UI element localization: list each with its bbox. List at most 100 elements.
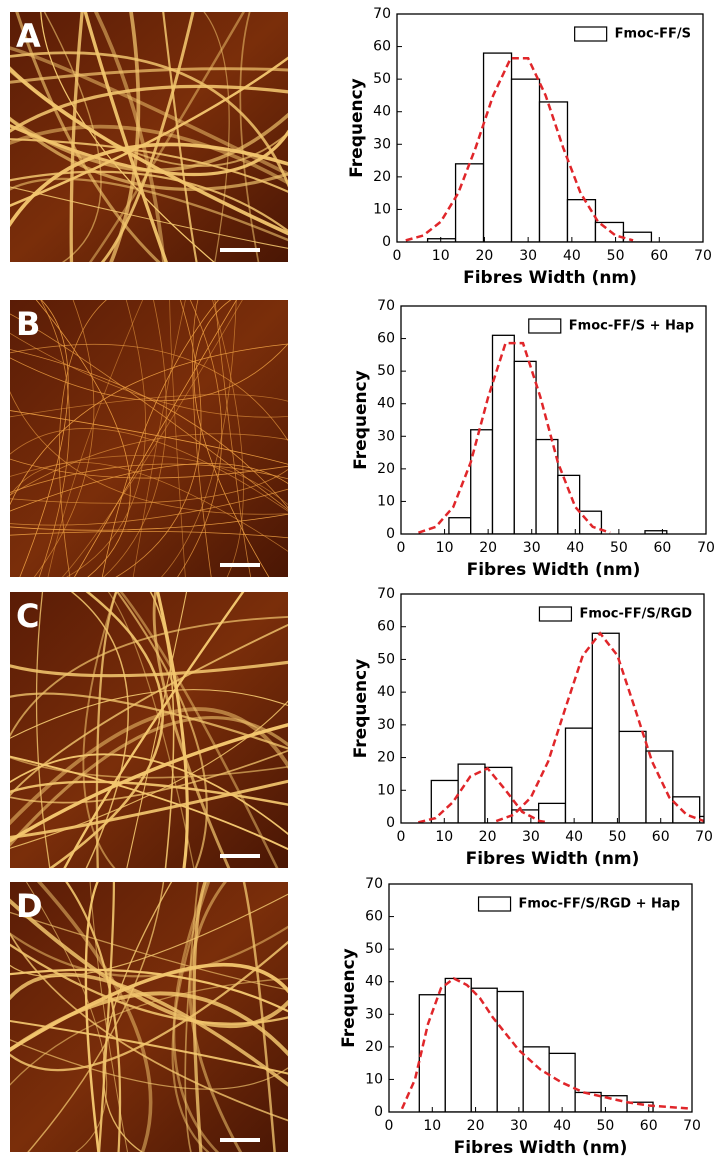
x-tick-label: 70 [695,829,713,845]
y-tick-label: 60 [377,331,395,347]
bar [673,797,700,823]
y-axis-title: Frequency [339,948,359,1048]
x-tick-label: 30 [519,248,537,264]
y-tick-label: 0 [386,815,395,831]
x-tick-label: 70 [683,1118,701,1134]
y-tick-label: 60 [373,39,391,55]
y-tick-label: 30 [377,717,395,733]
x-axis-title: Fibres Width (nm) [467,560,641,580]
bar [565,728,592,823]
x-tick-label: 0 [393,248,402,264]
bar [471,430,493,534]
legend-label: Fmoc-FF/S + Hap [569,319,694,334]
x-tick-label: 40 [566,540,584,556]
y-tick-label: 20 [377,461,395,477]
bar [567,200,595,242]
y-tick-label: 40 [365,974,383,990]
x-tick-label: 60 [640,1118,658,1134]
y-tick-label: 70 [377,586,395,602]
x-tick-label: 20 [476,248,494,264]
legend-swatch [529,319,561,333]
bar [623,232,651,242]
afm-image: C [0,572,308,888]
panel-label: D [16,887,43,925]
bar [449,518,471,534]
afm-image: A [0,0,308,282]
bar [619,731,646,823]
x-tick-label: 10 [423,1118,441,1134]
legend-swatch [479,897,511,911]
y-tick-label: 20 [365,1039,383,1055]
x-tick-label: 10 [435,829,453,845]
bar [539,803,566,823]
bar [445,978,471,1112]
y-tick-label: 60 [377,619,395,635]
bar [558,475,580,534]
bar [514,361,536,534]
y-tick-label: 30 [373,136,391,152]
x-axis-title: Fibres Width (nm) [454,1138,628,1158]
y-tick-label: 40 [377,684,395,700]
y-axis-title: Frequency [351,659,371,759]
x-tick-label: 20 [467,1118,485,1134]
x-tick-label: 40 [565,829,583,845]
panel-label: C [16,597,39,635]
y-tick-label: 10 [373,201,391,217]
y-tick-label: 50 [377,651,395,667]
plot-area [402,978,692,1112]
y-tick-label: 60 [365,909,383,925]
afm-image: B [0,280,308,597]
x-tick-label: 0 [385,1118,394,1134]
bar [493,335,515,534]
y-tick-label: 40 [377,396,395,412]
histogram-chart: 010203040506070010203040506070Fibres Wid… [347,6,712,288]
y-tick-label: 30 [377,428,395,444]
legend-label: Fmoc-FF/S [615,27,691,42]
y-tick-label: 10 [377,782,395,798]
x-tick-label: 30 [523,540,541,556]
bar [485,767,512,823]
x-tick-label: 50 [607,248,625,264]
bar [592,633,619,823]
x-tick-label: 70 [697,540,715,556]
x-tick-label: 50 [609,829,627,845]
x-tick-label: 20 [479,829,497,845]
x-tick-label: 60 [654,540,672,556]
y-tick-label: 10 [377,493,395,509]
y-tick-label: 50 [373,71,391,87]
bar [456,164,484,242]
bar [512,79,540,242]
x-tick-label: 40 [563,248,581,264]
x-tick-label: 10 [436,540,454,556]
y-axis-title: Frequency [351,370,371,470]
y-tick-label: 50 [377,363,395,379]
y-tick-label: 20 [373,169,391,185]
x-tick-label: 20 [479,540,497,556]
panel-label: B [16,305,40,343]
x-tick-label: 50 [597,1118,615,1134]
bar [484,53,512,242]
bar [523,1047,549,1112]
x-tick-label: 60 [652,829,670,845]
y-tick-label: 30 [365,1006,383,1022]
x-tick-label: 30 [510,1118,528,1134]
legend-swatch [539,607,571,621]
y-axis-title: Frequency [347,78,367,178]
y-tick-label: 20 [377,750,395,766]
y-tick-label: 10 [365,1071,383,1087]
legend-swatch [575,27,607,41]
plot-area [418,335,666,534]
afm-image: D [0,862,308,1162]
charts: 0 10 20 30 40 50 60 70 0 10 20 30 40 50 60 70 Fibres Wid… [339,6,719,1158]
bar [646,751,673,823]
image-background [10,300,288,577]
y-tick-label: 0 [382,234,391,250]
x-tick-label: 10 [432,248,450,264]
x-tick-label: 30 [522,829,540,845]
legend-label: Fmoc-FF/S/RGD + Hap [519,897,680,912]
y-tick-label: 40 [373,104,391,120]
x-tick-label: 40 [553,1118,571,1134]
bar [540,102,568,242]
